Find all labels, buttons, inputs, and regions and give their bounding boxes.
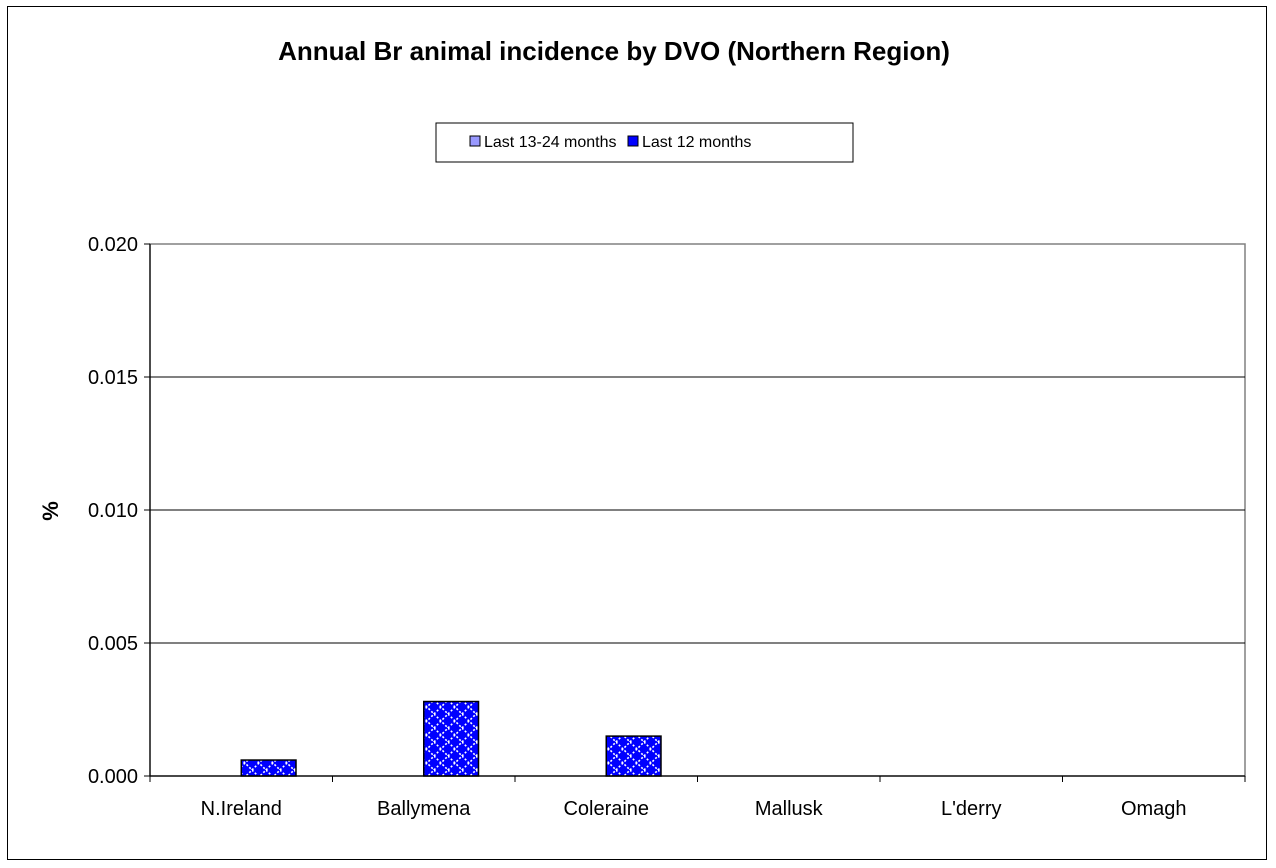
x-tick-label: L'derry: [941, 798, 1002, 820]
x-tick-label: Ballymena: [377, 798, 471, 820]
y-tick-label: 0.010: [88, 500, 138, 522]
legend-label: Last 13-24 months: [484, 134, 617, 151]
legend-swatch: [627, 135, 639, 147]
y-tick-label: 0.015: [88, 367, 138, 389]
x-tick-label: Omagh: [1121, 798, 1187, 820]
bar-ballymena: [423, 700, 480, 777]
chart-title: Annual Br animal incidence by DVO (North…: [278, 36, 950, 66]
y-axis-label: %: [38, 501, 63, 521]
y-tick-label: 0.000: [88, 766, 138, 788]
legend-box: [435, 122, 854, 163]
legend-swatch: [469, 135, 481, 147]
chart-frame: [7, 6, 1267, 860]
bar-n-ireland: [240, 759, 297, 777]
x-tick-label: Coleraine: [563, 798, 649, 820]
bar-coleraine: [605, 735, 662, 777]
y-tick-label: 0.005: [88, 633, 138, 655]
plot-area: 0.000 0.005 0.010 0.015 0.020 N.Ireland Bally…: [88, 234, 1246, 820]
x-tick-label: N.Ireland: [201, 798, 282, 820]
legend-label: Last 12 months: [642, 134, 751, 151]
legend: Last 13-24 months Last 12 months: [435, 122, 854, 163]
x-tick-label: Mallusk: [755, 798, 824, 820]
y-tick-label: 0.020: [88, 234, 138, 256]
